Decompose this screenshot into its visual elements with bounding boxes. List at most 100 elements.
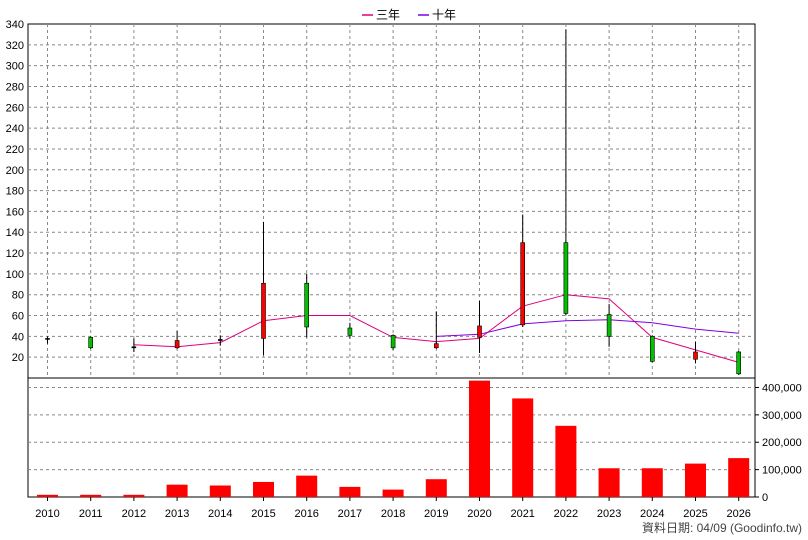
data-source-credit: 資料日期: 04/09 (Goodinfo.tw): [642, 521, 802, 535]
volume-bar: [296, 475, 318, 497]
price-tick-label: 100: [6, 269, 24, 281]
x-tick-label: 2017: [338, 508, 362, 520]
x-axis: 2010 2011 2012 2013 2014 2015 2016 2017 2018 2019…: [35, 497, 751, 520]
x-tick-label: 2026: [726, 508, 750, 520]
candle: [174, 331, 180, 349]
x-tick-label: 2016: [294, 508, 318, 520]
x-tick-label: 2011: [79, 508, 103, 520]
x-tick-label: 2015: [251, 508, 275, 520]
volume-bar: [209, 485, 231, 497]
volume-tick-label: 0: [762, 492, 768, 504]
price-tick-label: 200: [6, 165, 24, 177]
volume-bar: [339, 486, 361, 497]
candle: [477, 300, 482, 354]
candle-body: [433, 343, 439, 349]
x-tick-label: 2010: [35, 508, 59, 520]
candle: [390, 334, 396, 350]
candle-body: [520, 242, 526, 326]
price-tick-label: 40: [12, 331, 24, 343]
candle-body: [736, 351, 742, 375]
volume-bar: [641, 468, 663, 497]
candle: [261, 221, 266, 356]
price-tick-label: 300: [6, 61, 24, 73]
candle: [45, 336, 50, 344]
volume-bar: [425, 479, 447, 497]
volume-tick-label: 400,000: [762, 382, 802, 394]
candle: [131, 338, 137, 352]
candle-body: [563, 242, 569, 314]
candle: [693, 341, 698, 364]
candle: [433, 311, 439, 349]
volume-tick-label: 300,000: [762, 410, 802, 422]
x-tick-label: 2024: [640, 508, 664, 520]
price-tick-label: 140: [6, 227, 24, 239]
candle-body: [304, 282, 310, 328]
candle: [304, 273, 310, 338]
price-tick-label: 160: [6, 206, 24, 218]
candle-body: [218, 339, 223, 341]
volume-plot-frame: [27, 377, 756, 498]
volume-bar: [80, 494, 102, 497]
volume-bar: [166, 484, 188, 497]
volume-tick-label: 100,000: [762, 465, 802, 477]
candle-body: [88, 337, 93, 349]
candle-body: [606, 314, 612, 337]
candle: [88, 336, 93, 349]
price-tick-label: 220: [6, 144, 24, 156]
candle: [649, 335, 655, 363]
candle-body: [649, 336, 655, 362]
x-tick-label: 2012: [122, 508, 146, 520]
price-tick-label: 80: [12, 290, 24, 302]
x-tick-label: 2020: [467, 508, 491, 520]
volume-bar: [469, 380, 490, 497]
volume-bar: [253, 481, 274, 497]
series-line: [436, 319, 739, 337]
x-tick-label: 2021: [510, 508, 534, 520]
candle-body: [693, 351, 698, 360]
candle-body: [45, 338, 50, 340]
price-tick-label: 280: [6, 81, 24, 93]
price-tick-label: 20: [12, 352, 24, 364]
price-tick-label: 260: [6, 102, 24, 114]
price-tick-label: 180: [6, 186, 24, 198]
candle-body: [347, 327, 353, 336]
candle-body: [261, 282, 266, 339]
candle: [520, 214, 526, 327]
volume-panel: 0 100,000 200,000 300,000 400,000: [27, 377, 802, 504]
volume-bar: [555, 425, 577, 497]
price-tick-label: 60: [12, 311, 24, 323]
x-tick-label: 2019: [424, 508, 448, 520]
legend: 三年 十年: [362, 8, 456, 22]
x-tick-label: 2022: [554, 508, 578, 520]
x-tick-label: 2018: [381, 508, 405, 520]
x-tick-label: 2023: [597, 508, 621, 520]
volume-bar: [37, 494, 58, 497]
candle-body: [390, 335, 396, 349]
volume-bar: [123, 494, 145, 497]
candle-body: [174, 340, 180, 349]
price-panel: 20 40 60 80 100 120 140 160 180 200 220 240 260 280 30…: [6, 19, 756, 497]
volume-tick-label: 200,000: [762, 437, 802, 449]
candle: [736, 350, 742, 375]
candle: [218, 335, 223, 346]
price-plot-frame: [27, 23, 756, 379]
price-tick-label: 320: [6, 40, 24, 52]
candle: [563, 29, 569, 316]
price-tick-label: 240: [6, 123, 24, 135]
x-tick-label: 2013: [165, 508, 189, 520]
x-tick-label: 2014: [208, 508, 232, 520]
candle-body: [131, 346, 137, 349]
legend-label: 三年: [376, 8, 400, 22]
x-tick-label: 2025: [683, 508, 707, 520]
candle-body: [477, 325, 482, 338]
volume-bar: [382, 489, 404, 497]
candle: [347, 322, 353, 339]
candle: [606, 304, 612, 347]
volume-bar: [512, 398, 534, 497]
legend-label: 十年: [432, 8, 456, 22]
volume-bar: [728, 458, 750, 497]
volume-bar: [685, 463, 706, 497]
volume-bar: [598, 468, 620, 497]
price-tick-label: 340: [6, 19, 24, 31]
